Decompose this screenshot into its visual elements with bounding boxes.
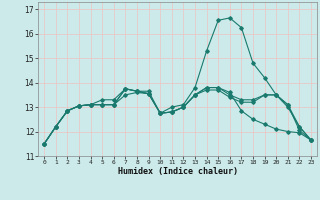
X-axis label: Humidex (Indice chaleur): Humidex (Indice chaleur) [118,167,238,176]
